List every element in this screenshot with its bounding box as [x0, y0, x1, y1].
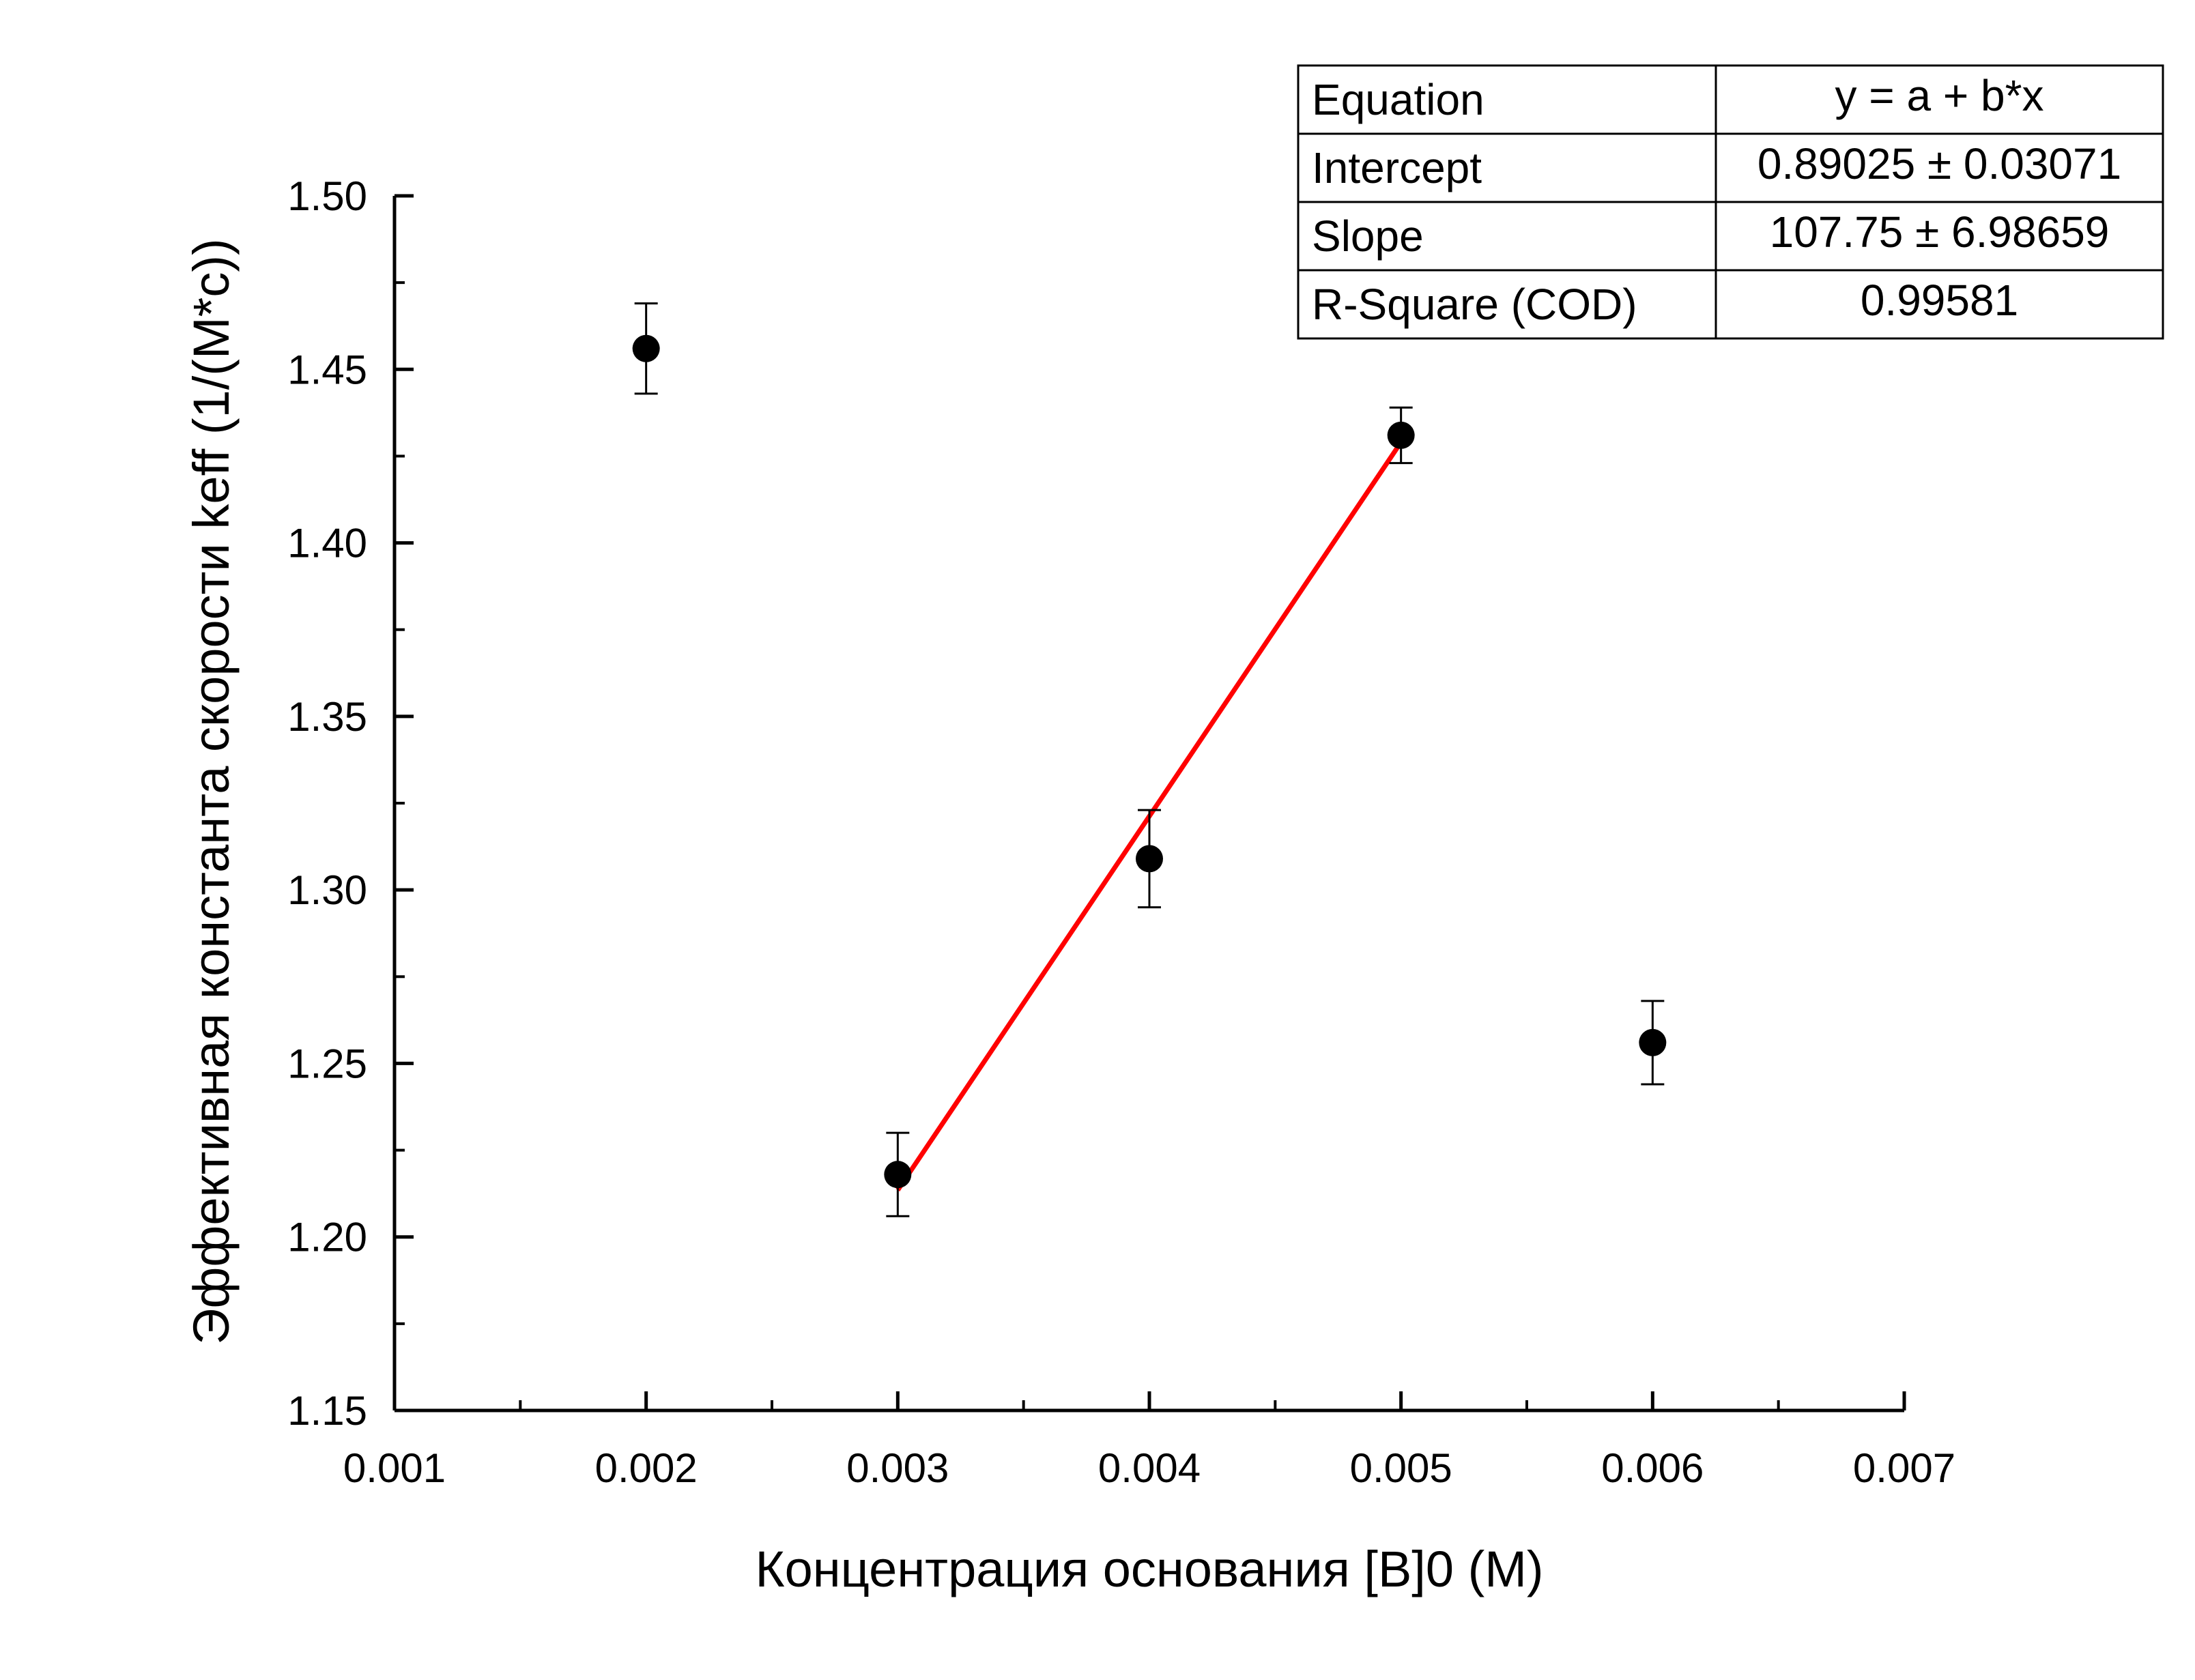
- x-tick-label: 0.002: [595, 1445, 698, 1491]
- x-axis-title: Концентрация основания [B]0 (M): [755, 1541, 1543, 1597]
- x-tick-label: 0.006: [1601, 1445, 1704, 1491]
- table-value-cell: y = a + b*x: [1835, 71, 2044, 120]
- table-value-cell: 107.75 ± 6.98659: [1770, 207, 2110, 257]
- y-tick-label: 1.30: [287, 867, 367, 913]
- table-key-cell: Intercept: [1312, 143, 1482, 192]
- axes: [392, 196, 1904, 1413]
- x-ticks: 0.001 0.002 0.003 0.004 0.005 0.006 0.007: [343, 1391, 1955, 1491]
- y-tick-label: 1.50: [287, 173, 367, 219]
- data-point: [1136, 845, 1163, 873]
- table-key-cell: R-Square (COD): [1312, 280, 1637, 329]
- fit-results-table: Equation y = a + b*x Intercept 0.89025 ± 0.…: [1297, 64, 2164, 340]
- table-value-cell: 0.99581: [1861, 276, 2018, 325]
- data-point: [632, 334, 660, 362]
- y-tick-label: 1.20: [287, 1215, 367, 1260]
- table-value-cell: 0.89025 ± 0.03071: [1758, 139, 2121, 188]
- x-tick-label: 0.007: [1853, 1445, 1955, 1491]
- y-tick-label: 1.40: [287, 521, 367, 566]
- data-point: [1387, 421, 1415, 449]
- x-tick-label: 0.001: [343, 1445, 446, 1491]
- y-axis-title: Эффективная константа скорости keff (1/(…: [183, 238, 240, 1344]
- data-points: [632, 302, 1667, 1217]
- x-tick-label: 0.003: [846, 1445, 949, 1491]
- y-tick-label: 1.15: [287, 1388, 367, 1434]
- y-tick-label: 1.45: [287, 347, 367, 392]
- y-ticks: 1.15 1.20 1.25 1.30 1.35 1.40 1.45 1.50: [287, 173, 414, 1434]
- data-point: [884, 1161, 912, 1189]
- x-tick-label: 0.004: [1098, 1445, 1201, 1491]
- x-tick-label: 0.005: [1350, 1445, 1452, 1491]
- table-key-cell: Equation: [1312, 75, 1484, 124]
- y-tick-label: 1.35: [287, 694, 367, 740]
- y-tick-label: 1.25: [287, 1041, 367, 1086]
- table-key-cell: Slope: [1312, 212, 1424, 261]
- data-point: [1639, 1028, 1667, 1056]
